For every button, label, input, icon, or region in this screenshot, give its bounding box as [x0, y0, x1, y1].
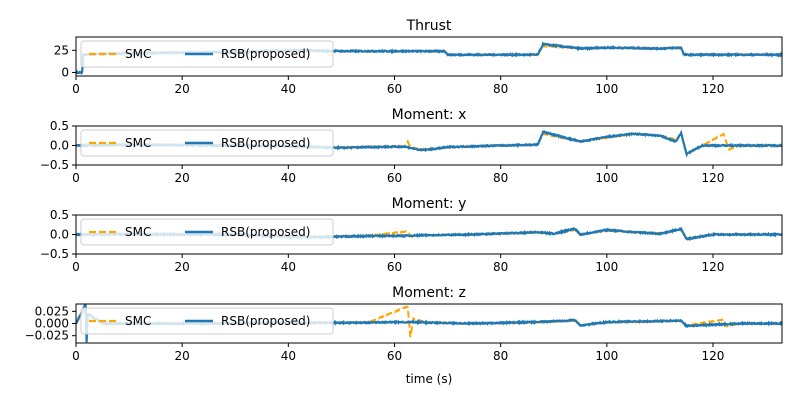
panel-title: Moment: y [392, 196, 467, 212]
y-tick-label: −0.5 [40, 158, 69, 172]
legend-label-smc: SMC [125, 47, 151, 61]
y-tick-label: 0.000 [35, 317, 69, 331]
x-tick-label: 20 [175, 349, 190, 363]
x-tick-label: 60 [387, 349, 402, 363]
y-tick-label: 0 [61, 65, 69, 79]
legend-label-rsb: RSB(proposed) [221, 47, 310, 61]
panel-2: Moment: x 0 20 40 60 80 100 120 −0.5 0.0 0.5 SMC RSB… [40, 107, 783, 185]
panel-1: Thrust 0 20 40 60 80 100 120 0 25 SMC RSB(proposed) [54, 18, 783, 96]
x-tick-label: 100 [595, 82, 618, 96]
x-tick-label: 60 [387, 260, 402, 274]
x-tick-label: 80 [493, 260, 508, 274]
legend-label-smc: SMC [125, 136, 151, 150]
y-tick-label: −0.025 [25, 329, 69, 343]
x-tick-label: 80 [493, 82, 508, 96]
x-tick-label: 0 [72, 171, 80, 185]
x-tick-label: 120 [702, 260, 725, 274]
legend-label-rsb: RSB(proposed) [221, 314, 310, 328]
x-tick-label: 100 [595, 171, 618, 185]
legend-label-rsb: RSB(proposed) [221, 136, 310, 150]
x-tick-label: 40 [281, 171, 296, 185]
x-tick-label: 20 [175, 82, 190, 96]
x-tick-label: 0 [72, 349, 80, 363]
x-tick-label: 40 [281, 349, 296, 363]
x-tick-label: 40 [281, 82, 296, 96]
x-tick-label: 0 [72, 260, 80, 274]
legend: SMC RSB(proposed) [80, 218, 334, 246]
x-tick-label: 120 [702, 82, 725, 96]
panel-title: Thrust [406, 18, 452, 34]
x-tick-label: 0 [72, 82, 80, 96]
y-tick-label: −0.5 [40, 247, 69, 261]
x-tick-label: 100 [595, 349, 618, 363]
panel-title: Moment: z [392, 285, 466, 301]
panel-4: Moment: z 0 20 40 60 80 100 120 −0.0250.0000.025… [25, 285, 783, 363]
x-tick-label: 20 [175, 260, 190, 274]
x-tick-label: 100 [595, 260, 618, 274]
x-tick-label: 40 [281, 260, 296, 274]
axes-frame [75, 36, 783, 77]
panel-3: Moment: y 0 20 40 60 80 100 120 −0.5 0.0 0.5 SMC RSB… [40, 196, 783, 274]
y-tick-label: 25 [54, 43, 69, 57]
legend-label-smc: SMC [125, 225, 151, 239]
y-tick-label: 0.0 [50, 139, 69, 153]
y-tick-label: 0.5 [50, 119, 69, 133]
x-axis-label: time (s) [406, 372, 453, 386]
x-tick-label: 60 [387, 171, 402, 185]
legend-label-smc: SMC [125, 314, 151, 328]
legend: SMC RSB(proposed) [80, 129, 334, 157]
x-tick-label: 80 [493, 349, 508, 363]
x-tick-label: 20 [175, 171, 190, 185]
legend: SMC RSB(proposed) [80, 40, 334, 68]
x-tick-label: 120 [702, 171, 725, 185]
x-tick-label: 80 [493, 171, 508, 185]
legend: SMC RSB(proposed) [80, 307, 334, 335]
y-tick-label: 0.5 [50, 208, 69, 222]
x-tick-label: 60 [387, 82, 402, 96]
legend-label-rsb: RSB(proposed) [221, 225, 310, 239]
y-tick-label: 0.0 [50, 228, 69, 242]
panel-title: Moment: x [392, 107, 467, 123]
y-tick-label: 0.025 [35, 304, 69, 318]
x-tick-label: 120 [702, 349, 725, 363]
